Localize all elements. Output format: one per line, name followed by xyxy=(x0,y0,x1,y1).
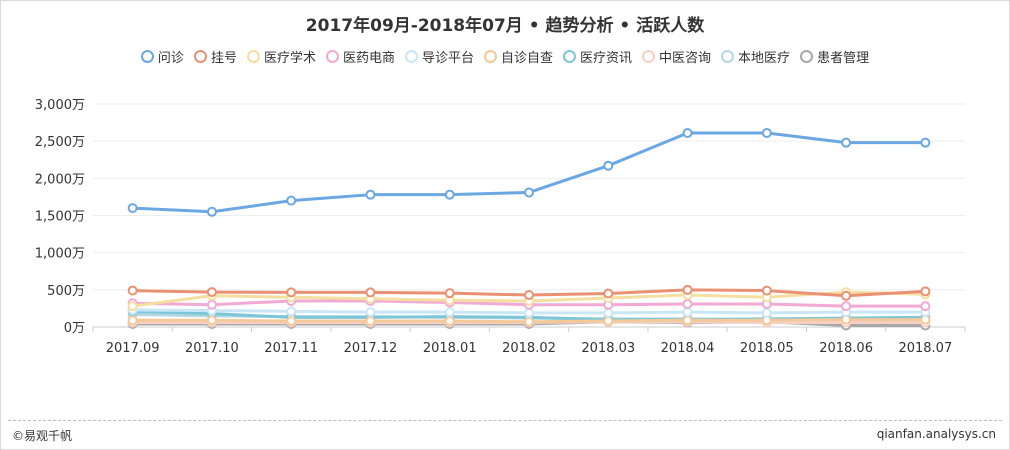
legend-label: 医疗资讯 xyxy=(580,51,633,66)
data-point xyxy=(206,206,217,217)
data-point xyxy=(127,315,138,326)
legend-marker xyxy=(404,50,418,63)
y-tick-label: 0万 xyxy=(64,321,85,336)
data-point xyxy=(682,315,693,326)
legend-label: 导诊平台 xyxy=(421,51,474,66)
legend-item[interactable]: 中医咨询 xyxy=(642,47,711,66)
data-point xyxy=(841,290,852,301)
data-point xyxy=(286,316,297,327)
x-tick-label: 2018.05 xyxy=(740,341,794,356)
data-point xyxy=(365,316,376,327)
legend-label: 患者管理 xyxy=(817,51,870,66)
legend-item[interactable]: 问诊 xyxy=(140,47,184,66)
x-tick-label: 2017.09 xyxy=(106,341,160,356)
data-point xyxy=(286,195,297,206)
data-point xyxy=(444,189,455,200)
data-point xyxy=(920,286,931,297)
legend-label: 自诊自查 xyxy=(501,51,554,66)
data-point xyxy=(206,315,217,326)
data-point xyxy=(206,299,217,310)
legend-marker xyxy=(246,50,260,63)
legend-label: 本地医疗 xyxy=(738,51,791,66)
data-point xyxy=(444,307,455,318)
legend-marker xyxy=(325,50,339,63)
data-point xyxy=(365,189,376,200)
y-tick-label: 1,000万 xyxy=(35,247,85,262)
chart-title: 2017年09月-2018年07月 • 趋势分析 • 活跃人数 xyxy=(305,16,705,36)
data-point xyxy=(127,301,138,312)
data-point xyxy=(444,316,455,327)
legend-item[interactable]: 医疗资讯 xyxy=(563,47,632,66)
data-point xyxy=(603,316,614,327)
data-point xyxy=(127,203,138,214)
legend-item[interactable]: 医药电商 xyxy=(325,47,395,66)
data-point xyxy=(920,137,931,148)
data-point xyxy=(365,307,376,318)
y-tick-label: 2,000万 xyxy=(35,172,85,187)
data-point xyxy=(761,285,772,296)
legend-item[interactable]: 自诊自查 xyxy=(484,47,553,66)
footer-source: ©易观千帆 xyxy=(12,429,73,443)
x-tick-label: 2018.04 xyxy=(661,341,715,356)
data-point xyxy=(365,287,376,298)
data-point xyxy=(286,306,297,317)
legend-label: 中医咨询 xyxy=(659,51,712,66)
legend-item[interactable]: 挂号 xyxy=(193,47,237,66)
data-point xyxy=(444,288,455,299)
x-tick-label: 2018.01 xyxy=(423,341,477,356)
y-tick-label: 1,500万 xyxy=(35,210,85,225)
data-point xyxy=(603,160,614,171)
legend-marker xyxy=(563,50,577,63)
x-tick-label: 2017.12 xyxy=(344,341,398,356)
data-point xyxy=(841,301,852,312)
legend-label: 挂号 xyxy=(210,51,237,66)
x-tick-label: 2017.11 xyxy=(264,341,318,356)
data-point xyxy=(603,288,614,299)
legend-item[interactable]: 导诊平台 xyxy=(404,47,474,66)
data-point xyxy=(206,287,217,298)
legend-marker xyxy=(721,50,735,63)
chart-legend: 问诊 挂号 医疗学术 医药电商 导诊平台 自诊自查 医疗资讯 中医咨询 本地医疗 患者管理 xyxy=(0,47,1010,66)
footer-url: qianfan.analysys.cn xyxy=(876,427,996,441)
data-point xyxy=(524,307,534,318)
data-point xyxy=(682,307,693,318)
data-point xyxy=(920,301,931,312)
data-point xyxy=(524,290,534,301)
data-point xyxy=(682,127,693,138)
footer-divider xyxy=(8,420,1002,421)
data-point xyxy=(682,298,693,309)
legend-marker xyxy=(484,50,497,63)
data-point xyxy=(524,187,534,198)
legend-label: 问诊 xyxy=(157,51,184,66)
series-line xyxy=(132,131,926,214)
y-tick-label: 2,500万 xyxy=(35,135,85,150)
x-tick-label: 2018.07 xyxy=(898,341,952,356)
x-tick-label: 2018.02 xyxy=(502,341,556,356)
legend-label: 医疗学术 xyxy=(263,51,316,66)
legend-item[interactable]: 本地医疗 xyxy=(721,47,790,66)
legend-label: 医药电商 xyxy=(342,51,395,66)
legend-marker xyxy=(642,50,656,63)
data-point xyxy=(286,287,297,298)
data-point xyxy=(841,137,852,148)
legend-marker xyxy=(140,50,154,63)
data-point xyxy=(603,307,614,318)
legend-item[interactable]: 医疗学术 xyxy=(246,47,316,66)
data-point xyxy=(761,127,772,138)
data-point xyxy=(682,284,693,295)
legend-marker xyxy=(193,50,207,63)
y-tick-label: 3,000万 xyxy=(35,98,85,113)
line-chart: 0万 500万 1,000万 1,500万 2,000万 2,500万 3,000万 2017… xyxy=(35,98,966,356)
x-tick-label: 2018.03 xyxy=(581,341,635,356)
data-point xyxy=(127,285,138,296)
x-tick-label: 2018.06 xyxy=(819,341,873,356)
data-point xyxy=(524,316,534,327)
legend-marker xyxy=(800,50,814,63)
y-tick-label: 500万 xyxy=(47,284,85,299)
x-tick-label: 2017.10 xyxy=(185,341,239,356)
data-point xyxy=(761,307,772,318)
legend-item[interactable]: 患者管理 xyxy=(800,47,869,66)
